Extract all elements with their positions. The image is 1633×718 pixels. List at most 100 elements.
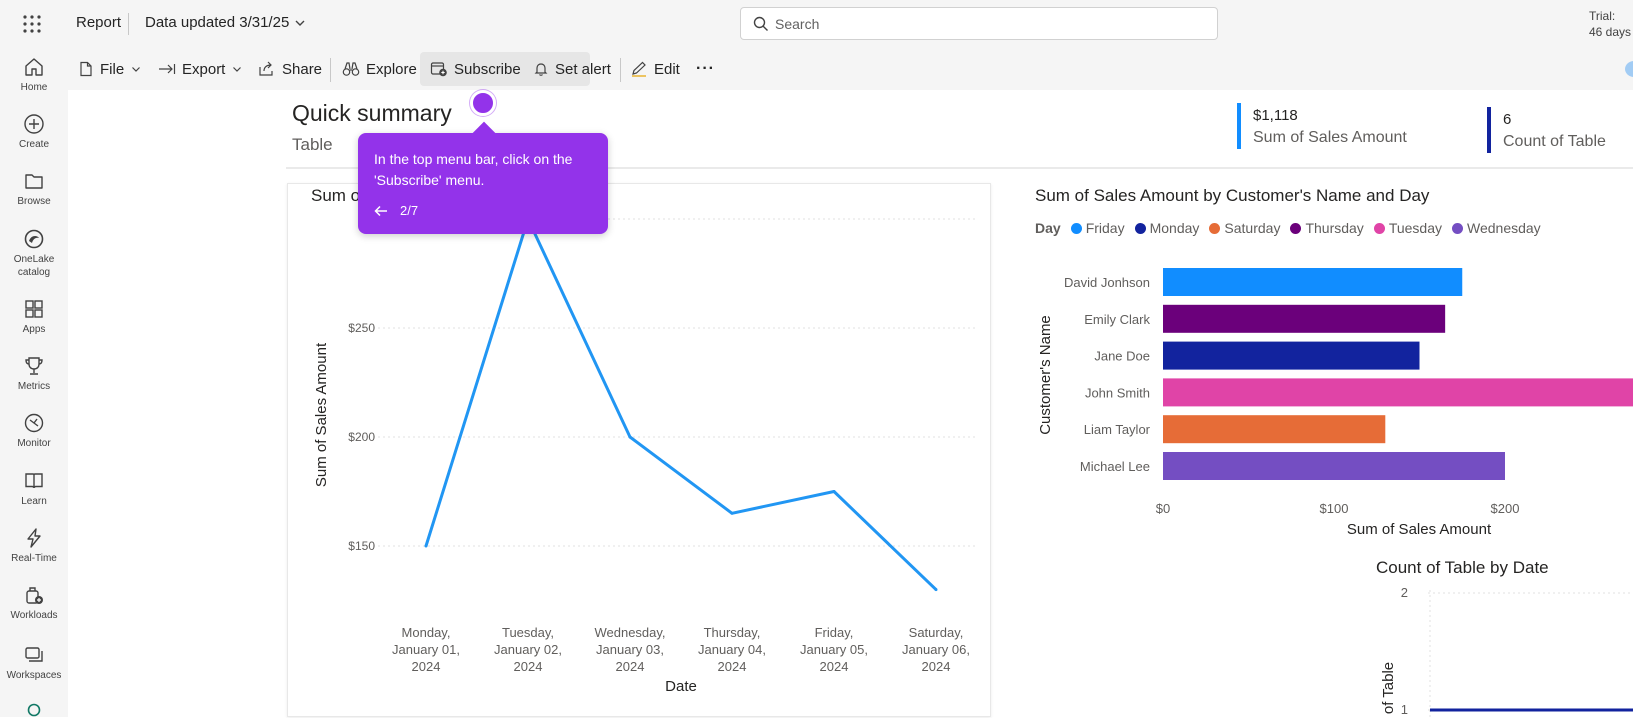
legend-swatch — [1209, 222, 1221, 234]
more-options-button[interactable]: ··· — [696, 60, 715, 77]
top-bar: Report Data updated 3/31/25 Search Trial… — [0, 0, 1633, 48]
page-title: Quick summary — [292, 100, 452, 126]
kpi-sales-accent — [1237, 103, 1241, 149]
data-point — [934, 588, 938, 592]
search-placeholder: Search — [775, 16, 820, 32]
nav-monitor[interactable]: Monitor — [0, 412, 68, 450]
x-axis-label: Date — [665, 678, 697, 695]
legend-swatch — [1070, 222, 1082, 234]
toolbar-divider — [330, 58, 331, 82]
report-toolbar: File Export Share Explore Subscribe Set … — [68, 48, 1633, 90]
chevron-down-icon[interactable] — [293, 16, 307, 30]
search-input[interactable]: Search — [740, 7, 1218, 40]
subscribe-button[interactable]: Subscribe — [430, 58, 521, 80]
legend-item-friday[interactable]: Friday — [1070, 220, 1125, 236]
chevron-down-icon — [233, 67, 242, 72]
bar-chart-legend: Day Friday Monday Saturday Thursday Tues… — [1035, 220, 1545, 236]
x-tick-label: January 02, — [494, 642, 562, 657]
file-icon — [80, 61, 92, 77]
nav-realtime[interactable]: Real-Time — [0, 527, 68, 565]
arrow-left-icon[interactable] — [374, 205, 388, 217]
legend-item-tuesday[interactable]: Tuesday — [1373, 220, 1442, 236]
kpi-sales-value: $1,118 — [1253, 107, 1298, 124]
legend-item-thursday[interactable]: Thursday — [1290, 220, 1364, 236]
nav-workspaces[interactable]: Workspaces — [0, 644, 68, 682]
x-tick-label: Monday, — [402, 625, 451, 640]
category-label: Jane Doe — [1094, 349, 1150, 364]
legend-item-saturday[interactable]: Saturday — [1209, 220, 1280, 236]
nav-apps[interactable]: Apps — [0, 298, 68, 336]
file-label: File — [100, 60, 125, 78]
pencil-icon — [632, 61, 646, 77]
kpi-count-label: Count of Table — [1503, 133, 1606, 150]
trial-line-1: Trial: — [1589, 9, 1616, 23]
nav-learn-label: Learn — [21, 496, 47, 507]
legend-swatch — [1134, 222, 1146, 234]
count-chart-title: Count of Table by Date — [1376, 558, 1549, 577]
explore-label: Explore — [366, 60, 417, 78]
x-tick-label: Saturday, — [909, 625, 964, 640]
series-line — [424, 217, 938, 591]
nav-home[interactable]: Home — [0, 56, 68, 94]
legend-label: Tuesday — [1388, 220, 1442, 236]
set-alert-label: Set alert — [555, 60, 611, 78]
x-tick-label: January 01, — [392, 642, 460, 657]
nav-onelake[interactable]: OneLake catalog — [0, 228, 68, 279]
y-axis-label: Sum of Sales Amount — [313, 342, 330, 487]
x-tick-label: January 03, — [596, 642, 664, 657]
nav-metrics-label: Metrics — [17, 381, 51, 392]
subscribe-label: Subscribe — [454, 60, 521, 78]
app-label[interactable]: Report — [76, 14, 122, 31]
legend-label: Monday — [1149, 220, 1200, 236]
nav-workspaces-label: Workspaces — [6, 670, 62, 681]
legend-swatch — [1373, 222, 1385, 234]
nav-learn[interactable]: Learn — [0, 470, 68, 508]
data-point — [424, 544, 428, 548]
y-axis-label: Customer's Name — [1037, 315, 1054, 435]
account-icon[interactable] — [26, 702, 42, 718]
toolbar-divider — [620, 58, 621, 82]
line-chart-title: Sum o — [311, 186, 361, 205]
data-updated-label[interactable]: Data updated 3/31/25 — [145, 14, 290, 31]
legend-swatch — [1452, 222, 1463, 234]
edit-button[interactable]: Edit — [630, 58, 680, 80]
share-icon — [259, 61, 273, 76]
export-label: Export — [182, 60, 226, 78]
x-tick-label: Thursday, — [704, 625, 761, 640]
nav-create[interactable]: Create — [0, 113, 68, 151]
guide-hotspot[interactable] — [470, 90, 496, 116]
nav-browse[interactable]: Browse — [0, 170, 68, 208]
legend-item-wednesday[interactable]: Wednesday — [1452, 220, 1541, 236]
x-tick-label: $200 — [1491, 501, 1520, 516]
x-tick-label: Friday, — [815, 625, 854, 640]
share-button[interactable]: Share — [258, 58, 322, 80]
workloads-icon — [26, 587, 43, 604]
bar — [1163, 378, 1633, 407]
set-alert-button[interactable]: Set alert — [533, 58, 611, 80]
legend-item-monday[interactable]: Monday — [1134, 220, 1200, 236]
trial-line-2: 46 days — [1589, 25, 1632, 39]
copilot-icon[interactable] — [1622, 60, 1633, 78]
nav-metrics[interactable]: Metrics — [0, 355, 68, 393]
y-axis-label: of Table — [1380, 662, 1397, 714]
app-launcher-icon[interactable] — [20, 12, 44, 36]
chevron-down-icon — [132, 67, 141, 72]
book-icon — [25, 473, 43, 489]
data-point — [730, 511, 734, 515]
kpi-count-accent — [1487, 107, 1491, 153]
nav-rail: Home Create Browse OneLake catalog Apps … — [0, 48, 68, 717]
line-chart-card[interactable] — [287, 183, 991, 717]
export-menu[interactable]: Export — [158, 58, 243, 80]
nav-workloads[interactable]: Workloads — [0, 584, 68, 622]
binoculars-icon — [342, 62, 360, 76]
x-tick-label: January 05, — [800, 642, 868, 657]
explore-button[interactable]: Explore — [342, 58, 417, 80]
x-tick-label: January 04, — [698, 642, 766, 657]
trial-status[interactable]: Trial: 46 days — [1589, 8, 1633, 40]
x-tick-label: 2024 — [616, 659, 645, 674]
tooltip-step: 2/7 — [400, 203, 419, 218]
page-subtitle: Table — [292, 135, 333, 154]
file-menu[interactable]: File — [78, 58, 142, 80]
